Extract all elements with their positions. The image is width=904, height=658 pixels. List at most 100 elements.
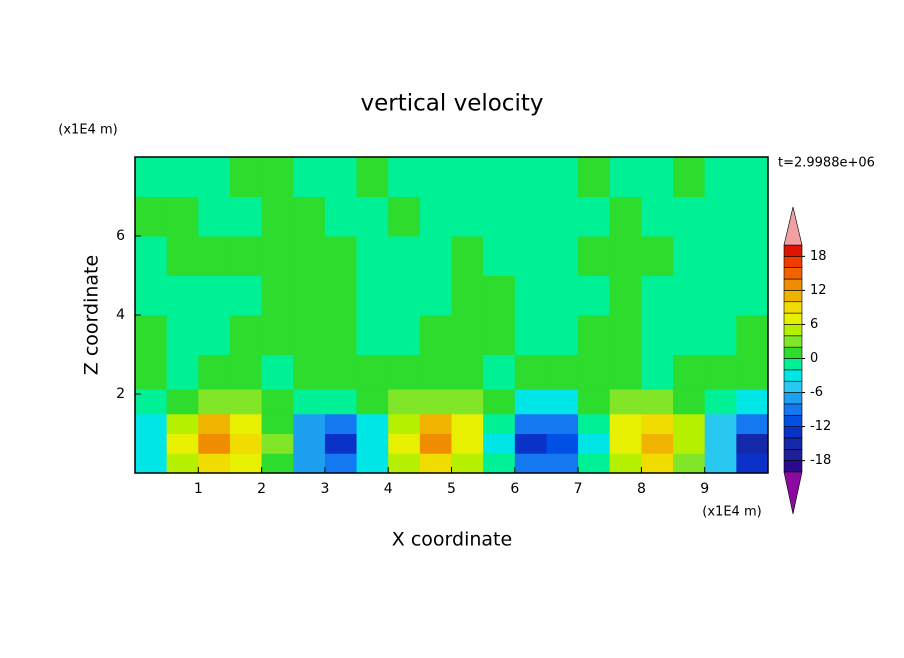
colorbar-box [783,324,803,337]
field-cell [388,433,421,454]
field-cell [198,389,231,415]
colorbar-label: -18 [810,453,831,468]
field-cell [514,389,547,415]
field-cell [356,389,389,415]
field-cell [736,354,769,390]
field-cell [356,354,389,390]
field-cell [324,413,358,434]
field-cell [641,389,674,415]
field-cell [135,315,168,355]
field-cell [356,236,389,276]
field-cell [578,275,611,316]
field-cell [704,389,737,415]
field-cell [261,196,294,237]
field-cell [198,453,231,474]
field-cell [229,433,263,454]
field-cell [324,433,358,454]
field-cell [293,433,326,454]
field-cell [483,275,516,316]
field-cell [356,413,389,434]
field-cell [324,315,358,355]
field-cell [198,433,231,454]
field-cell [673,275,706,316]
field-cell [641,236,674,276]
x-tick-label: 3 [320,481,329,497]
field-cell [166,236,199,276]
field-cell [324,196,358,237]
field-cell [641,315,674,355]
colorbar-box [783,448,803,461]
x-tick-label: 4 [384,481,393,497]
field-cell [451,236,484,276]
field-cell [609,453,642,474]
field-cell [483,413,516,434]
colorbar-label: 0 [810,351,818,366]
field-cell [324,354,358,390]
x-tick-label: 8 [637,481,646,497]
chart-title: vertical velocity [361,91,544,117]
field-cell [419,433,452,454]
field-cell [514,315,547,355]
field-cell [641,453,674,474]
field-cell [388,453,421,474]
field-cell [609,354,642,390]
colorbar-box [783,278,803,291]
field-cell [198,236,231,276]
field-cell [135,196,168,237]
y-axis-label: Z coordinate [81,255,103,375]
field-cell [261,354,294,390]
field-cell [546,275,579,316]
field-cell [609,413,642,434]
field-cell [419,315,452,355]
x-unit: (x1E4 m) [702,505,761,520]
colorbar-box [783,403,803,416]
field-cell [546,354,579,390]
field-cell [641,196,674,237]
field-cell [135,453,168,474]
field-cell [546,453,579,474]
colorbar-box [783,267,803,280]
field-cell [673,413,706,434]
colorbar-box [783,392,803,405]
colorbar-label: 6 [810,317,818,332]
field-cell [229,453,263,474]
field-cell [324,157,358,197]
field-cell [293,453,326,474]
field-cell [451,315,484,355]
field-cell [736,236,769,276]
field-cell [166,413,199,434]
colorbar-box [783,346,803,359]
field-cell [229,236,263,276]
field-cell [135,275,168,316]
field-cell [451,157,484,197]
field-cell [229,389,263,415]
field-cell [673,196,706,237]
colorbar-box [783,312,803,325]
field-cell [356,453,389,474]
field-cell [704,315,737,355]
field-cell [419,275,452,316]
field-cell [229,315,263,355]
field-cell [514,453,547,474]
field-cell [736,315,769,355]
field-cell [641,354,674,390]
colorbar-box [783,414,803,427]
field-cell [419,236,452,276]
field-cell [261,157,294,197]
field-cell [356,315,389,355]
field-cell [293,413,326,434]
field-cell [704,236,737,276]
field-cell [293,275,326,316]
field-cell [609,196,642,237]
field-cell [483,354,516,390]
field-cell [388,413,421,434]
field-cell [736,196,769,237]
field-cell [229,354,263,390]
field-cell [736,433,769,454]
field-cell [704,413,737,434]
colorbar-box [783,358,803,371]
y-tick-label: 6 [116,228,125,244]
colorbar-box [783,369,803,382]
field-cell [198,315,231,355]
field-cell [736,275,769,316]
